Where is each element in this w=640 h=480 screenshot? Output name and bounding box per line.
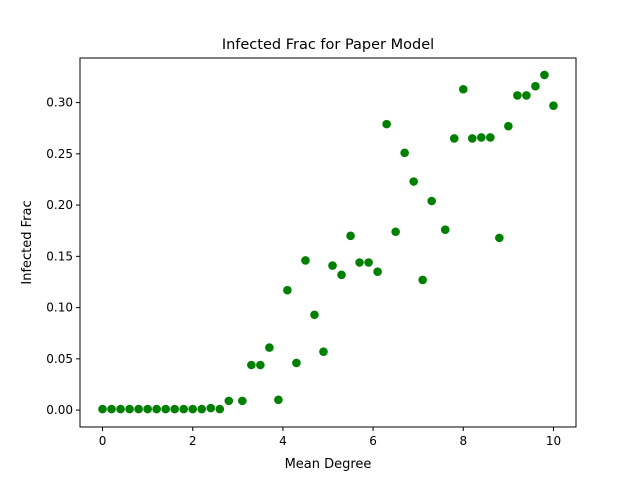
data-point <box>170 404 179 414</box>
data-point <box>449 134 459 143</box>
data-point <box>161 404 170 414</box>
data-point <box>495 233 504 243</box>
data-point <box>125 404 134 414</box>
x-tick-label: 2 <box>189 434 197 448</box>
data-point <box>382 119 391 129</box>
data-point <box>107 404 116 414</box>
plot-frame <box>79 57 577 428</box>
data-point <box>224 396 234 406</box>
data-point <box>215 404 225 414</box>
data-point <box>292 358 301 368</box>
data-point <box>206 403 216 413</box>
data-point <box>98 404 107 414</box>
data-point <box>364 258 373 267</box>
y-tick-label: 0.10 <box>46 301 73 315</box>
x-tick-label: 8 <box>459 434 467 448</box>
data-point <box>477 133 486 142</box>
data-point <box>310 310 319 320</box>
y-tick-label: 0.20 <box>46 198 73 212</box>
data-point <box>247 360 256 370</box>
data-point <box>531 81 540 91</box>
data-point <box>522 91 531 100</box>
data-point <box>188 404 198 414</box>
data-point <box>458 84 468 94</box>
data-point <box>265 343 274 352</box>
y-tick-label: 0.15 <box>46 249 73 263</box>
x-tick-label: 0 <box>99 434 107 448</box>
data-point <box>427 196 437 206</box>
data-point <box>301 256 310 265</box>
data-point <box>152 404 161 414</box>
data-point <box>391 227 400 237</box>
data-point <box>337 270 346 280</box>
x-tick-label: 4 <box>279 434 287 448</box>
chart-title: Infected Frac for Paper Model <box>222 37 434 53</box>
data-point <box>549 101 558 110</box>
data-point <box>467 134 477 143</box>
data-point <box>143 404 152 414</box>
data-point <box>328 261 337 270</box>
data-point <box>513 91 522 100</box>
y-tick-label: 0.30 <box>46 96 73 110</box>
data-point <box>355 258 364 267</box>
data-point <box>134 404 143 414</box>
x-tick-label: 10 <box>546 434 561 448</box>
data-point <box>256 360 265 370</box>
data-point <box>400 148 409 158</box>
y-axis-label: Infected Frac <box>20 200 35 284</box>
data-point <box>319 347 328 356</box>
data-point <box>373 267 382 277</box>
x-tick-label: 6 <box>369 434 377 448</box>
data-point <box>409 177 418 186</box>
data-point <box>283 285 292 295</box>
y-tick-label: 0.05 <box>46 352 73 366</box>
y-tick-label: 0.00 <box>46 403 73 417</box>
data-point <box>540 70 549 80</box>
data-point <box>346 231 355 241</box>
data-point <box>238 396 247 406</box>
x-axis-label: Mean Degree <box>285 457 372 472</box>
data-point <box>486 133 495 142</box>
data-points <box>98 70 558 414</box>
data-point <box>504 121 513 131</box>
data-point <box>116 404 125 414</box>
data-point <box>418 275 427 285</box>
data-point <box>179 404 189 414</box>
axes: 0 2 4 6 8 10 0.00 0.05 0.10 0.15 0.20 0.25 0.30 <box>46 96 561 448</box>
y-tick-label: 0.25 <box>46 147 73 161</box>
data-point <box>274 395 283 405</box>
data-point <box>197 404 207 414</box>
data-point <box>440 225 450 234</box>
